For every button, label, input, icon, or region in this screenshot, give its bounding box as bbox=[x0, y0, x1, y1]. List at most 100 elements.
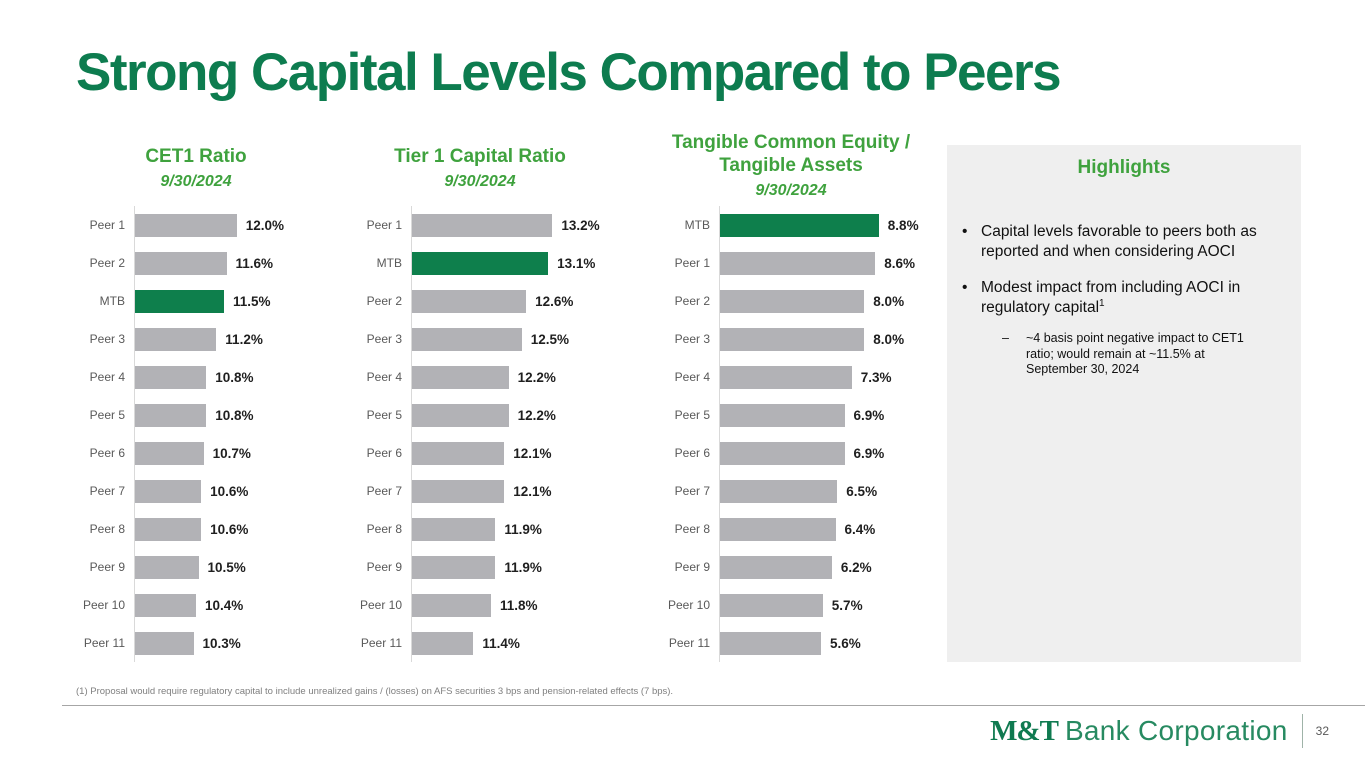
peer-bar bbox=[412, 403, 509, 427]
peer-bar bbox=[720, 365, 852, 389]
bar-category-label: Peer 7 bbox=[674, 484, 710, 498]
bar-rows: Peer 1 13.2% MTB 13.1% Peer 2 12.6% Peer 3 12.5… bbox=[353, 206, 607, 662]
bar-track: 10.6% bbox=[134, 472, 316, 510]
bar-value-label: 8.6% bbox=[884, 255, 915, 271]
peer-bar bbox=[412, 517, 496, 541]
bullet-text: Capital levels favorable to peers both a… bbox=[981, 223, 1291, 262]
bar-category-label: Peer 7 bbox=[366, 484, 402, 498]
bar-track: 6.5% bbox=[719, 472, 921, 510]
peer-bar bbox=[720, 479, 838, 503]
highlight-sub-bullet: – ~4 basis point negative impact to CET1… bbox=[1002, 331, 1267, 378]
chart-title: CET1 Ratio bbox=[145, 146, 247, 168]
bar-track: 5.7% bbox=[719, 586, 921, 624]
bar-value-label: 8.0% bbox=[873, 293, 905, 309]
bar-row: Peer 11 11.4% bbox=[353, 624, 607, 662]
bar-category-label: Peer 4 bbox=[366, 370, 402, 384]
mtb-bar bbox=[720, 213, 879, 237]
highlights-panel: Highlights • Capital levels favorable to… bbox=[947, 145, 1301, 662]
bar-track: 12.5% bbox=[411, 320, 607, 358]
bar-category-label: MTB bbox=[684, 218, 710, 232]
bar-row: MTB 8.8% bbox=[661, 206, 921, 244]
bar-category-label: Peer 4 bbox=[674, 370, 710, 384]
bar-value-label: 11.6% bbox=[235, 255, 274, 271]
bar-category-label: MTB bbox=[376, 256, 402, 270]
bar-row: Peer 11 10.3% bbox=[76, 624, 316, 662]
peer-bar bbox=[412, 631, 474, 655]
bar-track: 12.2% bbox=[411, 358, 607, 396]
footer-vertical-divider bbox=[1301, 714, 1303, 748]
bar-row: MTB 11.5% bbox=[76, 282, 316, 320]
bar-value-label: 12.2% bbox=[517, 407, 556, 423]
bar-track: 10.5% bbox=[134, 548, 316, 586]
bar-row: Peer 5 6.9% bbox=[661, 396, 921, 434]
bar-category-label: Peer 1 bbox=[674, 256, 710, 270]
bar-row: Peer 8 10.6% bbox=[76, 510, 316, 548]
bar-track: 11.8% bbox=[411, 586, 607, 624]
bar-category-label: Peer 8 bbox=[89, 522, 125, 536]
bar-category-label: Peer 10 bbox=[667, 598, 710, 612]
peer-bar bbox=[412, 213, 553, 237]
bar-row: Peer 11 5.6% bbox=[661, 624, 921, 662]
bar-track: 10.8% bbox=[134, 396, 316, 434]
peer-bar bbox=[412, 593, 491, 617]
peer-bar bbox=[135, 555, 199, 579]
bar-row: MTB 13.1% bbox=[353, 244, 607, 282]
bar-category-label: Peer 4 bbox=[89, 370, 125, 384]
bar-row: Peer 2 8.0% bbox=[661, 282, 921, 320]
bar-row: Peer 5 10.8% bbox=[76, 396, 316, 434]
peer-bar bbox=[135, 441, 204, 465]
peer-bar bbox=[720, 631, 821, 655]
bar-row: Peer 9 10.5% bbox=[76, 548, 316, 586]
peer-bar bbox=[135, 631, 194, 655]
peer-bar bbox=[135, 517, 202, 541]
peer-bar bbox=[135, 365, 207, 389]
chart-cet1-ratio: CET1 Ratio 9/30/2024 Peer 1 12.0% Peer 2 11… bbox=[76, 112, 316, 662]
bar-value-label: 10.5% bbox=[207, 559, 246, 575]
bar-track: 11.2% bbox=[134, 320, 316, 358]
bar-row: Peer 4 7.3% bbox=[661, 358, 921, 396]
bar-category-label: Peer 9 bbox=[89, 560, 125, 574]
bar-category-label: Peer 6 bbox=[366, 446, 402, 460]
bar-category-label: Peer 2 bbox=[366, 294, 402, 308]
chart-title: Tangible Common Equity / Tangible Assets bbox=[671, 132, 911, 177]
bar-category-label: Peer 5 bbox=[674, 408, 710, 422]
bar-category-label: Peer 8 bbox=[366, 522, 402, 536]
bar-track: 10.8% bbox=[134, 358, 316, 396]
bar-category-label: Peer 9 bbox=[674, 560, 710, 574]
bar-track: 6.4% bbox=[719, 510, 921, 548]
bar-track: 12.1% bbox=[411, 472, 607, 510]
bar-row: Peer 7 6.5% bbox=[661, 472, 921, 510]
bar-track: 8.0% bbox=[719, 320, 921, 358]
peer-bar bbox=[720, 403, 845, 427]
peer-bar bbox=[135, 327, 217, 351]
highlight-bullet: • Modest impact from including AOCI in r… bbox=[959, 279, 1291, 318]
mtb-bar bbox=[412, 251, 549, 275]
bar-category-label: Peer 11 bbox=[83, 636, 125, 650]
bar-row: Peer 2 12.6% bbox=[353, 282, 607, 320]
bar-category-label: Peer 3 bbox=[366, 332, 402, 346]
bar-row: Peer 7 10.6% bbox=[76, 472, 316, 510]
bar-value-label: 12.1% bbox=[513, 483, 552, 499]
bar-value-label: 5.7% bbox=[831, 597, 863, 613]
chart-header: Tier 1 Capital Ratio 9/30/2024 bbox=[353, 112, 607, 206]
bar-category-label: Peer 6 bbox=[674, 446, 710, 460]
bar-value-label: 10.4% bbox=[205, 597, 244, 613]
bar-value-label: 13.2% bbox=[561, 217, 600, 233]
dash-icon: – bbox=[1002, 330, 1009, 345]
peer-bar bbox=[135, 403, 207, 427]
bullet-text-main: Capital levels favorable to peers both a… bbox=[981, 223, 1257, 261]
bar-row: Peer 1 13.2% bbox=[353, 206, 607, 244]
bar-row: Peer 8 6.4% bbox=[661, 510, 921, 548]
bar-track: 5.6% bbox=[719, 624, 921, 662]
bar-value-label: 11.5% bbox=[233, 293, 271, 309]
bar-row: Peer 3 12.5% bbox=[353, 320, 607, 358]
bar-row: Peer 3 8.0% bbox=[661, 320, 921, 358]
bar-category-label: Peer 8 bbox=[674, 522, 710, 536]
highlights-body: • Capital levels favorable to peers both… bbox=[947, 223, 1301, 378]
bar-row: Peer 10 5.7% bbox=[661, 586, 921, 624]
bar-category-label: Peer 2 bbox=[674, 294, 710, 308]
bar-row: Peer 4 10.8% bbox=[76, 358, 316, 396]
sub-bullet-text: ~4 basis point negative impact to CET1 r… bbox=[1026, 330, 1244, 377]
page-number: 32 bbox=[1315, 724, 1329, 738]
bar-value-label: 8.0% bbox=[873, 331, 905, 347]
